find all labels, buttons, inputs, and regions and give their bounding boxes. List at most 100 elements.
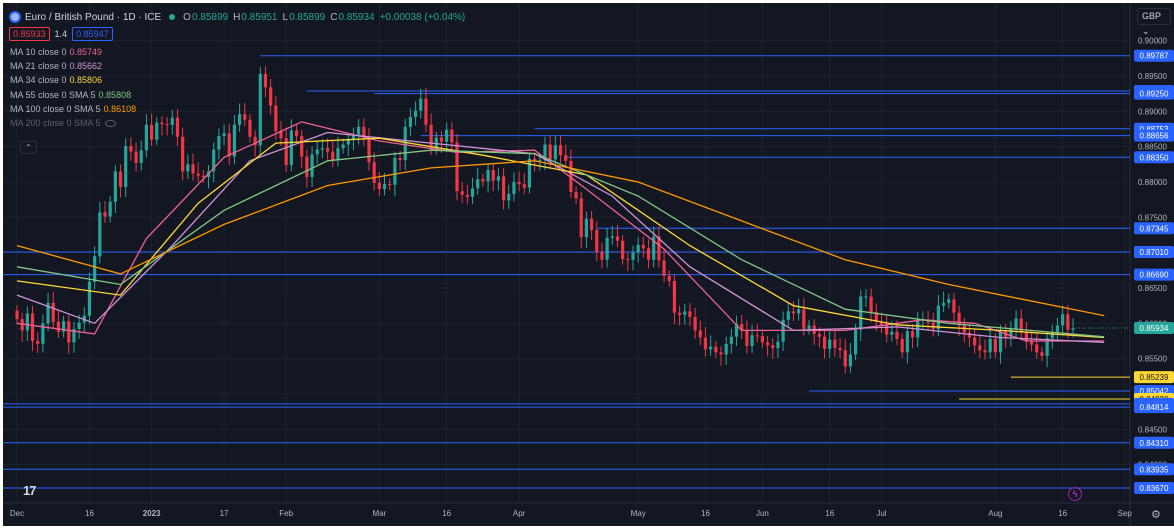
- candle-body: [507, 194, 511, 201]
- candle-body: [258, 73, 262, 146]
- candle-body: [802, 309, 806, 329]
- candle-body: [67, 321, 71, 343]
- ma-21-legend[interactable]: MA 21 close 0 0.85662: [10, 61, 103, 72]
- candle-body: [595, 230, 599, 252]
- candle-body: [993, 338, 997, 353]
- candle-body: [93, 256, 97, 282]
- candle-body: [864, 296, 868, 298]
- candle-body: [646, 248, 651, 260]
- price-tag: [1134, 401, 1174, 414]
- candle-body: [822, 336, 827, 349]
- symbol-title[interactable]: Euro / British Pound · 1D · ICE: [25, 11, 162, 23]
- candle-body: [688, 311, 692, 317]
- candle-body: [393, 157, 397, 185]
- candle-body: [1050, 331, 1054, 339]
- y-tick-label: 0.87500: [1138, 213, 1167, 222]
- candle-body: [512, 182, 516, 195]
- chevron-up-icon[interactable]: ⌃: [20, 141, 37, 154]
- price-tag-label: 0.84310: [1140, 439, 1169, 448]
- candle-body: [72, 328, 76, 343]
- candle-body: [724, 343, 728, 355]
- candle-body: [978, 345, 982, 351]
- candle-body: [113, 171, 117, 202]
- candle-body: [843, 350, 847, 367]
- chevron-down-icon: ⌄: [1142, 26, 1150, 36]
- x-tick-label: Sep: [1118, 509, 1133, 518]
- price-tag-label: 0.88753: [1140, 125, 1169, 134]
- candle-body: [517, 182, 521, 185]
- candle-body: [41, 323, 45, 344]
- price-tag: [1134, 463, 1174, 476]
- ma-34-legend[interactable]: MA 34 close 0 0.85806: [10, 75, 103, 86]
- ma-200-legend[interactable]: MA 200 close 0 SMA 5: [10, 116, 136, 130]
- ma-55-legend[interactable]: MA 55 close 0 SMA 5 0.85808: [10, 89, 132, 100]
- candle-body: [289, 130, 293, 166]
- candle-body: [274, 105, 278, 132]
- candle-body: [61, 321, 66, 332]
- candle-body: [652, 236, 656, 260]
- sell-button[interactable]: 0.85933: [9, 27, 50, 41]
- price-chart[interactable]: 0.90000 0.89500 0.89000 0.88500 0.88000 0.875…: [3, 3, 1174, 526]
- candle-body: [1029, 341, 1034, 345]
- candle-body: [175, 117, 180, 137]
- currency-selector[interactable]: GBP ⌄: [1137, 8, 1171, 36]
- lightning-icon[interactable]: ϟ: [1068, 487, 1082, 501]
- candle-body: [388, 184, 392, 186]
- candle-body: [807, 325, 811, 329]
- price-tag-label: 0.87010: [1140, 248, 1169, 257]
- eye-crossed-icon[interactable]: [104, 120, 116, 128]
- ma-100-legend[interactable]: MA 100 close 0 SMA 5 0.86108: [10, 103, 137, 114]
- candle-body: [237, 114, 242, 125]
- candle-body: [98, 212, 102, 257]
- candle-body: [1035, 344, 1039, 353]
- ma-100-value: 0.86108: [103, 103, 137, 114]
- candle-body: [439, 137, 444, 142]
- close-label: C: [330, 11, 338, 23]
- last-price-label: 0.85934: [1140, 324, 1169, 333]
- y-tick-label: 0.90000: [1138, 37, 1167, 46]
- last-price-tag: [1134, 322, 1174, 335]
- candle-body: [232, 124, 237, 157]
- candle-body: [895, 331, 899, 339]
- candle-body: [755, 335, 759, 337]
- price-tag: [1134, 87, 1174, 100]
- candle-body: [1061, 314, 1065, 326]
- candle-body: [346, 139, 350, 145]
- candle-body: [890, 331, 894, 335]
- candle-body: [470, 188, 475, 197]
- candle-body: [931, 322, 935, 329]
- candle-body: [952, 299, 956, 313]
- candle-body: [626, 259, 630, 261]
- gear-icon[interactable]: ⚙: [1151, 509, 1161, 521]
- candle-body: [305, 156, 309, 178]
- candle-body: [709, 346, 713, 350]
- x-tick-label: 17: [220, 509, 229, 518]
- price-tag-label: 0.88350: [1140, 153, 1169, 162]
- candle-body: [30, 313, 35, 342]
- x-tick-label: 16: [85, 509, 94, 518]
- x-tick-label: Dec: [10, 509, 24, 518]
- candle-body: [408, 116, 413, 127]
- candle-body: [139, 150, 143, 163]
- ma-10-legend[interactable]: MA 10 close 0 0.85749: [10, 47, 103, 57]
- candle-body: [445, 129, 449, 142]
- moving-average-line: [16, 137, 1105, 339]
- price-tag: [1134, 268, 1174, 281]
- candle-body: [357, 126, 361, 135]
- spread-value: 1.4: [54, 29, 68, 39]
- candle-body: [455, 142, 459, 192]
- candle-body: [564, 155, 568, 161]
- candle-body: [615, 236, 620, 241]
- price-tag: [1134, 245, 1174, 258]
- x-tick-label: 2023: [143, 509, 161, 518]
- tradingview-logo[interactable]: 17: [23, 483, 37, 498]
- candle-body: [786, 311, 790, 320]
- candle-body: [294, 130, 299, 137]
- candle-body: [372, 162, 376, 183]
- candle-body: [481, 179, 485, 182]
- price-tag: [1134, 482, 1174, 494]
- buy-button[interactable]: 0.85947: [72, 27, 113, 41]
- chart-panel[interactable]: 0.90000 0.89500 0.89000 0.88500 0.88000 0.875…: [3, 3, 1174, 526]
- open-value: 0.85899: [191, 11, 229, 23]
- x-tick-label: 16: [701, 509, 710, 518]
